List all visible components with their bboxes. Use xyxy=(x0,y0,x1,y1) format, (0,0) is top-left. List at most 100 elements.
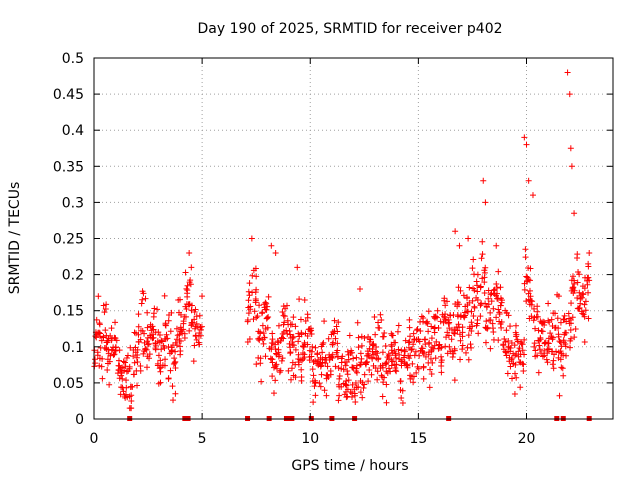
data-point xyxy=(120,388,127,395)
data-point xyxy=(116,375,123,382)
data-point xyxy=(320,339,327,346)
data-point xyxy=(430,345,437,352)
data-point xyxy=(324,372,331,379)
data-point xyxy=(547,330,554,337)
data-point xyxy=(399,400,406,407)
data-point xyxy=(557,319,564,326)
data-point xyxy=(404,364,411,371)
data-point xyxy=(353,384,360,391)
data-point xyxy=(395,322,402,329)
data-point xyxy=(123,377,130,384)
data-point xyxy=(318,343,325,350)
data-point xyxy=(355,334,362,341)
data-point xyxy=(312,392,319,399)
data-point xyxy=(329,341,336,348)
data-point xyxy=(562,341,569,348)
data-point xyxy=(568,163,575,170)
data-point xyxy=(98,337,105,344)
data-point xyxy=(334,340,341,347)
data-point xyxy=(292,361,299,368)
data-point xyxy=(525,177,532,184)
data-point xyxy=(449,354,456,361)
data-point xyxy=(569,273,576,280)
data-point xyxy=(344,371,351,378)
data-point xyxy=(556,338,563,345)
data-point xyxy=(263,315,270,322)
data-point xyxy=(156,339,163,346)
data-point xyxy=(311,383,318,390)
data-point xyxy=(323,392,330,399)
data-point xyxy=(292,346,299,353)
data-point xyxy=(263,306,270,313)
data-point xyxy=(333,349,340,356)
data-point xyxy=(566,91,573,98)
data-point xyxy=(128,405,135,412)
data-point xyxy=(507,363,514,370)
y-tick-label: 0.4 xyxy=(62,123,84,139)
data-point xyxy=(493,242,500,249)
data-point xyxy=(460,313,467,320)
data-point xyxy=(495,337,502,344)
data-point xyxy=(307,325,314,332)
data-point xyxy=(444,298,451,305)
data-point xyxy=(574,305,581,312)
data-point xyxy=(444,329,451,336)
data-point xyxy=(302,330,309,337)
data-point xyxy=(186,249,193,256)
data-point xyxy=(466,299,473,306)
data-point xyxy=(279,309,286,316)
data-point xyxy=(397,386,404,393)
data-point xyxy=(157,357,164,364)
data-point xyxy=(370,362,377,369)
y-tick-label: 0.35 xyxy=(53,159,84,175)
data-point xyxy=(438,369,445,376)
data-point xyxy=(505,348,512,355)
x-tick-label: 5 xyxy=(198,431,207,447)
data-point xyxy=(561,316,568,323)
data-point xyxy=(369,341,376,348)
data-point xyxy=(460,292,467,299)
data-point xyxy=(113,337,120,344)
data-point xyxy=(534,308,541,315)
data-point xyxy=(262,326,269,333)
data-point xyxy=(102,306,109,313)
data-point xyxy=(451,347,458,354)
data-point xyxy=(433,338,440,345)
data-point xyxy=(424,320,431,327)
data-point xyxy=(413,327,420,334)
data-point xyxy=(568,300,575,307)
data-point xyxy=(436,341,443,348)
data-point xyxy=(358,342,365,349)
data-point xyxy=(263,300,270,307)
data-point xyxy=(192,332,199,339)
data-point xyxy=(329,351,336,358)
data-point xyxy=(126,363,133,370)
data-point xyxy=(468,319,475,326)
data-point xyxy=(281,313,288,320)
data-point xyxy=(448,336,455,343)
data-point xyxy=(576,289,583,296)
data-point xyxy=(362,360,369,367)
data-point xyxy=(357,350,364,357)
data-point xyxy=(284,317,291,324)
data-point xyxy=(353,369,360,376)
data-point xyxy=(571,287,578,294)
data-point xyxy=(374,350,381,357)
data-point xyxy=(488,298,495,305)
data-point xyxy=(105,350,112,357)
data-point xyxy=(450,350,457,357)
data-point xyxy=(134,382,141,389)
data-point xyxy=(285,367,292,374)
data-point xyxy=(310,399,317,406)
data-point xyxy=(343,382,350,389)
data-point xyxy=(402,337,409,344)
data-point xyxy=(344,348,351,355)
data-point xyxy=(384,370,391,377)
data-point xyxy=(162,356,169,363)
data-point xyxy=(352,379,359,386)
data-point xyxy=(503,352,510,359)
data-point xyxy=(581,285,588,292)
data-point xyxy=(442,302,449,309)
data-point xyxy=(280,335,287,342)
data-point xyxy=(171,355,178,362)
